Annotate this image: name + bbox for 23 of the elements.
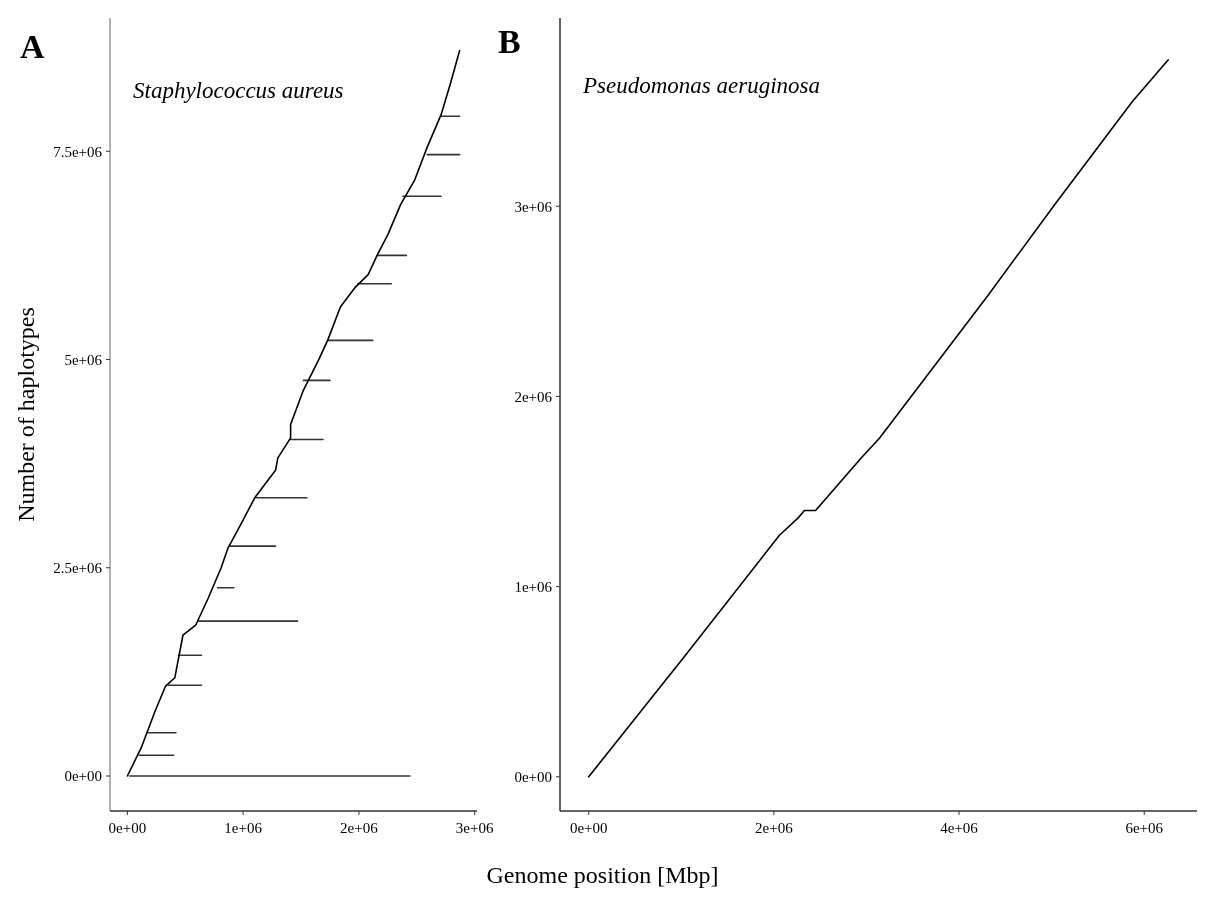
x-axis-title: Genome position [Mbp] xyxy=(486,862,719,888)
y-tick-label: 0e+00 xyxy=(64,768,102,785)
text: Pseudomonas aeruginosa xyxy=(582,73,821,98)
line-series xyxy=(126,49,461,777)
x-tick-label: 6e+06 xyxy=(1125,820,1164,836)
chart-title: A xyxy=(20,28,45,65)
y-tick-label: 0e+00 xyxy=(514,769,552,786)
y-tick-label: 2e+06 xyxy=(514,388,553,405)
y-tick-label: 2.5e+06 xyxy=(53,560,103,577)
y-tick-label: 1e+06 xyxy=(514,578,553,595)
x-tick-label: 0e+00 xyxy=(569,820,608,836)
text: Staphylococcus aureus xyxy=(133,78,344,103)
x-tick-label: 2e+06 xyxy=(755,820,794,836)
x-tick-label: 1e+06 xyxy=(224,820,263,836)
y-axis-title: Number of haplotypes xyxy=(13,307,39,522)
x-tick-label: 3e+06 xyxy=(455,820,494,836)
x-tick-label: 2e+06 xyxy=(340,820,379,836)
chart-title: B xyxy=(498,23,521,60)
y-tick-label: 5e+06 xyxy=(64,351,103,368)
y-tick-label: 7.5e+06 xyxy=(53,143,103,160)
x-tick-label: 4e+06 xyxy=(940,820,979,836)
y-tick-label: 3e+06 xyxy=(514,198,553,215)
x-tick-label: 0e+00 xyxy=(108,820,147,836)
